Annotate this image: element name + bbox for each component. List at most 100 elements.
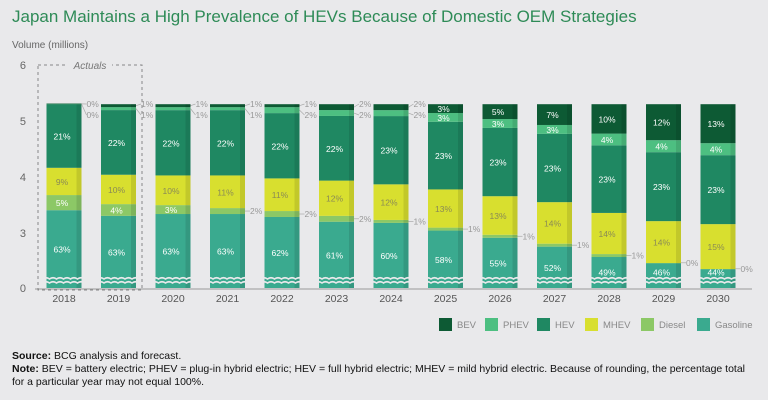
bar-segment-mhev — [101, 174, 136, 205]
bar-segment-mhev — [46, 167, 82, 196]
data-label: 60% — [380, 251, 397, 261]
stacked-bar-chart: Volume (millions) 0 3 4 5 6 Actuals 63% 5% 9% 21% 0… — [12, 40, 753, 331]
data-label: 61% — [326, 250, 343, 260]
leader-line — [408, 103, 414, 108]
bar-segment-shade — [676, 221, 681, 264]
data-label: 4% — [710, 145, 723, 155]
bar-segment-bev — [700, 104, 736, 144]
bar-segment-shade — [676, 152, 681, 222]
bar-segment-shade — [240, 214, 245, 288]
x-tick-label: 2023 — [325, 293, 349, 305]
bar-segment-gasoline — [46, 210, 82, 288]
bar-segment-diesel — [46, 195, 82, 211]
data-label: 63% — [53, 245, 70, 255]
bar-segment-hev — [46, 104, 82, 168]
data-label: 52% — [544, 263, 561, 273]
data-label: 23% — [653, 182, 670, 192]
bar-segment-shade — [294, 107, 300, 114]
bar-segment-shade — [240, 107, 245, 111]
bar-segment-mhev — [264, 178, 300, 212]
bar-segment-bev — [155, 104, 191, 108]
bar-segment-shade — [730, 104, 736, 144]
data-label: 5% — [56, 198, 69, 208]
bar-segment-diesel — [373, 219, 409, 223]
data-label: 3% — [492, 119, 505, 129]
data-label: 23% — [544, 164, 561, 174]
axis-break-mark — [696, 276, 739, 280]
bar-segment-shade — [76, 210, 82, 288]
bar-segment-hev — [428, 121, 463, 190]
bar-segment-shade — [458, 113, 463, 122]
bar-segment-shade — [349, 104, 354, 111]
actuals-label-bg — [68, 59, 112, 71]
data-label: 23% — [380, 146, 397, 156]
bar-segment-shade — [512, 127, 518, 197]
bar-segment-diesel — [482, 234, 518, 238]
x-tick-label: 2029 — [652, 293, 676, 305]
data-label: 23% — [598, 175, 615, 185]
note: Note: BEV = battery electric; PHEV = plu… — [12, 363, 752, 389]
data-label: 7% — [546, 110, 559, 120]
legend-label-mhev: MHEV — [603, 320, 631, 331]
data-label: 3% — [165, 205, 178, 215]
chart-title: Japan Maintains a High Prevalence of HEV… — [12, 7, 637, 26]
axis-break-mark — [260, 276, 303, 280]
bar-segment-bev — [591, 104, 627, 134]
axis-break-mark — [260, 280, 303, 284]
data-label: 22% — [271, 141, 288, 151]
bar-segment-shade — [403, 184, 409, 220]
note-label: Note: — [12, 363, 39, 375]
data-label: 22% — [326, 144, 343, 154]
bar-segment-mhev — [155, 175, 191, 206]
axis-break-mark — [42, 280, 85, 284]
data-label-outside: 2% — [414, 110, 427, 120]
y-tick-label: 3 — [20, 228, 26, 240]
bar-segment-gasoline — [482, 237, 518, 288]
bar-segment-shade — [621, 212, 627, 255]
bar-segment-shade — [458, 189, 463, 228]
bar-segment-mhev — [482, 196, 518, 235]
bar-segment-phev — [591, 133, 627, 146]
axis-break-mark — [314, 276, 358, 280]
axis-break-mark — [532, 280, 576, 284]
data-label: 13% — [707, 119, 724, 129]
bar-segment-shade — [621, 104, 627, 134]
data-label-outside: 2% — [414, 99, 427, 109]
data-label: 9% — [56, 177, 69, 187]
bar-segment-bev — [46, 103, 82, 105]
bar-segment-shade — [621, 257, 627, 288]
legend-swatch-diesel — [641, 318, 654, 331]
bar-segment-mhev — [646, 221, 681, 264]
legend-swatch-mhev — [585, 318, 598, 331]
bar-segment-gasoline — [646, 263, 681, 288]
y-tick-label: 6 — [20, 60, 26, 72]
bar-segment-shade — [567, 246, 572, 288]
data-label: 4% — [601, 135, 614, 145]
data-label: 14% — [544, 218, 561, 228]
bar-segment-phev — [264, 107, 300, 114]
bar-segment-shade — [349, 110, 354, 116]
axis-break-mark — [478, 276, 521, 280]
bar-segment-shade — [512, 196, 518, 235]
bar-segment-shade — [730, 155, 736, 225]
actuals-label: Actuals — [73, 61, 107, 72]
bar-segment-phev — [646, 140, 681, 153]
bar-segment-shade — [349, 215, 354, 222]
data-label: 10% — [598, 114, 615, 124]
bar-segment-bev — [482, 104, 518, 120]
data-label: 44% — [707, 268, 724, 278]
data-label-outside: 0% — [87, 110, 100, 120]
bar-segment-shade — [185, 205, 191, 215]
bar-segment-shade — [185, 110, 191, 176]
bar-segment-hev — [101, 110, 136, 175]
legend-label-gasoline: Gasoline — [715, 320, 753, 331]
data-label: 55% — [489, 258, 506, 268]
axis-break-mark — [369, 276, 412, 280]
bar-segment-shade — [730, 143, 736, 156]
data-label-outside: 1% — [577, 240, 590, 250]
bar-segment-shade — [240, 175, 245, 209]
bar-segment-hev — [319, 115, 354, 181]
bar-segment-hev — [264, 113, 300, 179]
data-label: 11% — [272, 190, 289, 200]
x-tick-label: 2027 — [543, 293, 567, 305]
